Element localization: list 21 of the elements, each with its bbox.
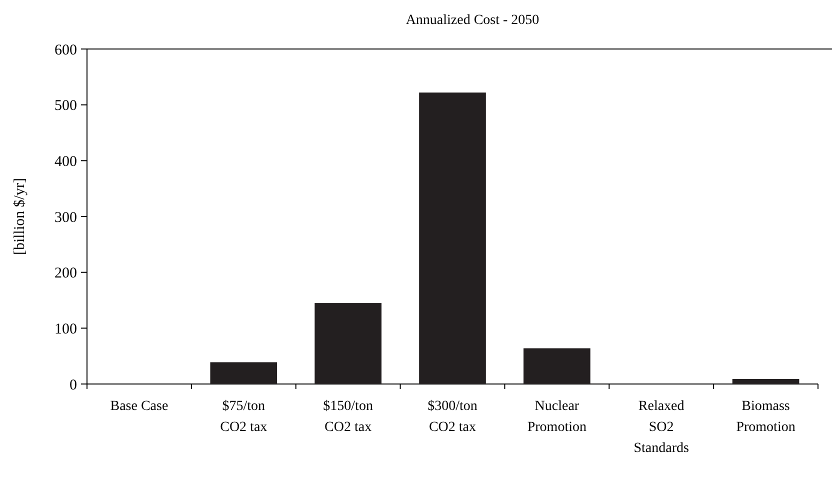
bar — [524, 348, 590, 384]
y-tick-label: 400 — [54, 154, 77, 170]
x-tick-label: Base Case — [110, 399, 168, 414]
x-tick-label: $150/ton CO2 tax — [323, 399, 373, 435]
y-tick-label: 600 — [54, 42, 77, 58]
bar — [419, 92, 486, 384]
y-axis-title: [billion $/yr] — [12, 178, 28, 256]
y-tick-label: 500 — [54, 98, 77, 114]
x-tick-label: $75/ton CO2 tax — [220, 399, 268, 435]
y-tick-label: 0 — [70, 377, 77, 394]
bar — [210, 362, 278, 384]
x-tick-label: Relaxed SO2 Standards — [634, 399, 689, 456]
y-tick-label: 100 — [54, 321, 77, 338]
x-tick-label: Nuclear Promotion — [527, 399, 586, 435]
y-tick-label: 300 — [54, 210, 77, 226]
bar — [732, 378, 800, 384]
x-tick-label: Biomass Promotion — [736, 399, 796, 435]
x-tick-label: $300/ton CO2 tax — [428, 399, 478, 435]
bar — [314, 303, 382, 384]
chart-title: Annualized Cost - 2050 — [406, 13, 540, 28]
y-tick-label: 200 — [54, 266, 77, 282]
